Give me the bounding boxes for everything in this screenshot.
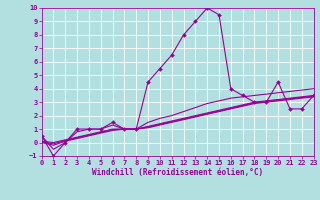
X-axis label: Windchill (Refroidissement éolien,°C): Windchill (Refroidissement éolien,°C) [92,168,263,177]
